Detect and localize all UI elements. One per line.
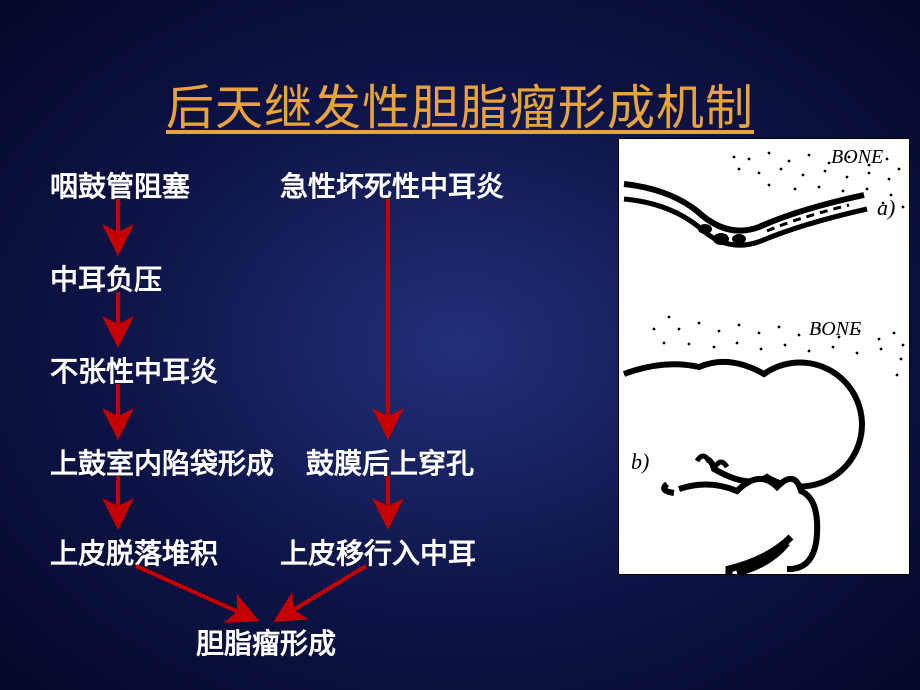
node-n7: 上皮脱落堆积 [50, 532, 218, 572]
inset-diagram: BONE a) [618, 138, 910, 575]
node-n9: 胆脂瘤形成 [196, 622, 336, 662]
panel-a: BONE a) [624, 144, 909, 245]
edge-n8-n9 [280, 566, 366, 618]
inset-label-b: b) [631, 449, 649, 474]
node-n2: 急性坏死性中耳炎 [280, 165, 504, 205]
node-n8: 上皮移行入中耳 [280, 532, 476, 572]
node-n3: 中耳负压 [50, 258, 162, 298]
slide-title: 后天继发性胆脂瘤形成机制 [0, 68, 920, 138]
node-n5: 上鼓室内陷袋形成 [50, 442, 274, 482]
inset-label-a: a) [877, 195, 895, 220]
node-n1: 咽鼓管阻塞 [50, 165, 190, 205]
inset-label-bone1: BONE [831, 146, 883, 168]
inset-label-bone2: BONE [809, 318, 861, 340]
inset-svg: BONE a) [619, 139, 909, 574]
panel-b: BONE b) [624, 316, 904, 574]
node-n4: 不张性中耳炎 [50, 350, 218, 390]
edge-n7-n9 [136, 566, 252, 618]
slide: 后天继发性胆脂瘤形成机制 咽鼓管阻塞 急性坏死性中耳炎 中耳负压 不张性中耳炎 … [0, 0, 920, 690]
node-n6: 鼓膜后上穿孔 [306, 442, 474, 482]
